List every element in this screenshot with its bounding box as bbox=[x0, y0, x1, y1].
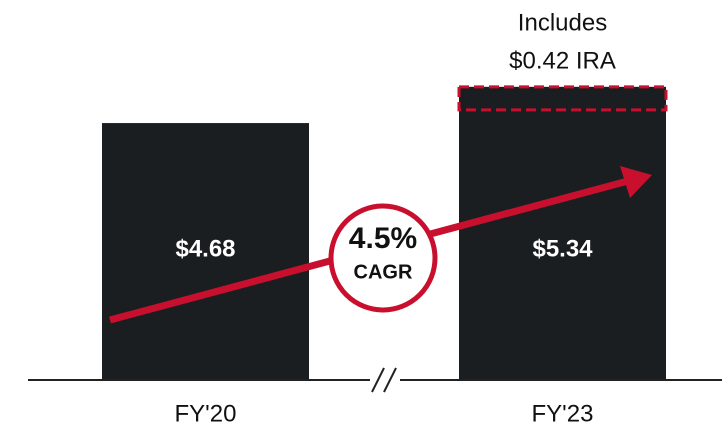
arrow-head bbox=[620, 166, 652, 198]
cagr-value: 4.5% bbox=[349, 222, 417, 255]
cagr-label: CAGR bbox=[354, 261, 413, 283]
cagr-circle bbox=[328, 203, 438, 313]
ira-segment bbox=[457, 85, 668, 112]
x-tick-label: FY'23 bbox=[532, 400, 594, 427]
bar bbox=[459, 86, 666, 381]
axis-break bbox=[371, 367, 385, 393]
value-label: $5.34 bbox=[532, 235, 593, 262]
x-tick-label: FY'20 bbox=[175, 400, 237, 427]
annotation: $0.42 IRA bbox=[509, 47, 616, 74]
value-label: $4.68 bbox=[175, 235, 235, 262]
bar bbox=[102, 123, 309, 381]
axis-break bbox=[383, 367, 397, 393]
annotation: Includes bbox=[518, 9, 607, 36]
